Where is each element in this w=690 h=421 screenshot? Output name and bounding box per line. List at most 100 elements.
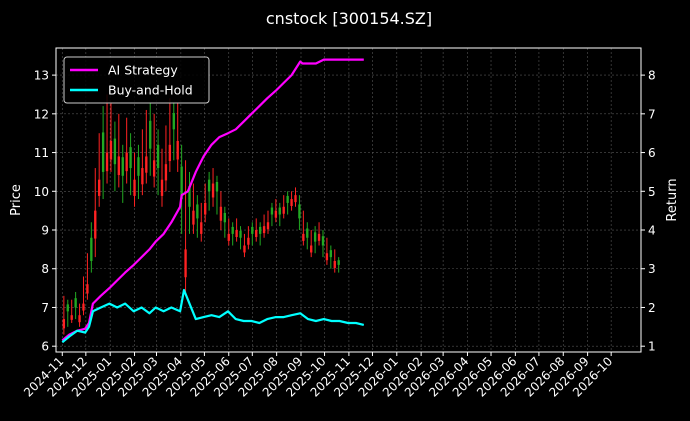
- candle-body: [211, 183, 215, 198]
- candle-body: [207, 179, 211, 192]
- candle-body: [137, 157, 140, 176]
- candle-body: [66, 304, 69, 312]
- y-axis-left: 6 7 8 9 10 11 12 13: [34, 69, 56, 354]
- y-right-tick-label: 7: [648, 107, 656, 121]
- y-right-tick-label: 8: [648, 69, 656, 83]
- y-left-tick-label: 8: [41, 262, 49, 276]
- candle-body: [101, 132, 105, 172]
- candle-body: [239, 230, 242, 238]
- y-left-tick-label: 6: [41, 340, 49, 354]
- candle-body: [270, 207, 274, 215]
- candle-body: [117, 156, 120, 176]
- candle-body: [141, 168, 144, 185]
- candle-body: [133, 179, 136, 196]
- y-right-tick-label: 6: [648, 146, 656, 160]
- candle-body: [243, 245, 246, 253]
- candle-body: [70, 315, 73, 320]
- ai-strategy-line: [61, 58, 364, 342]
- candle-body: [298, 204, 301, 219]
- candle-body: [333, 260, 336, 268]
- candle-body: [164, 164, 168, 181]
- y-axis-left-title: Price: [9, 184, 24, 216]
- candle-body: [200, 222, 203, 234]
- y-right-tick-label: 2: [648, 301, 656, 315]
- candle-body: [325, 253, 329, 261]
- candle-body: [109, 140, 113, 160]
- candle-body: [125, 152, 128, 172]
- candle-body: [290, 199, 293, 207]
- candle-body: [247, 237, 250, 245]
- candle-body: [86, 284, 89, 294]
- candle-body: [306, 228, 309, 238]
- candlestick-series: [62, 94, 340, 335]
- candle-body: [255, 230, 258, 237]
- y-left-tick-label: 7: [41, 301, 49, 315]
- buy-and-hold-line: [61, 288, 365, 344]
- candle-body: [286, 195, 289, 203]
- candle-body: [235, 230, 238, 237]
- line-series: [61, 58, 365, 344]
- candle-body: [317, 233, 321, 241]
- candle-body: [251, 226, 254, 234]
- candle-body: [160, 179, 164, 196]
- candle-body: [82, 303, 85, 311]
- y-right-tick-label: 1: [648, 340, 656, 354]
- candle-body: [145, 156, 148, 173]
- candle-body: [313, 232, 317, 242]
- candle-body: [192, 210, 195, 225]
- candle-body: [302, 233, 305, 241]
- candle-body: [258, 226, 262, 234]
- candle-body: [105, 152, 109, 172]
- candle-body: [168, 144, 172, 162]
- candle-body: [121, 157, 124, 176]
- legend-label-buy-and-hold: Buy-and-Hold: [108, 83, 193, 98]
- candle-body: [274, 210, 278, 218]
- candle-body: [152, 160, 156, 177]
- legend: AI Strategy Buy-and-Hold: [63, 56, 210, 104]
- candle-body: [310, 245, 313, 253]
- y-left-tick-label: 9: [41, 224, 49, 238]
- candle-body: [180, 166, 183, 200]
- candle-body: [266, 222, 270, 230]
- candle-body: [294, 195, 297, 203]
- candle-body: [78, 315, 81, 323]
- y-left-tick-label: 12: [34, 107, 49, 121]
- candle-body: [129, 147, 132, 169]
- candle-body: [156, 144, 160, 169]
- y-left-tick-label: 13: [34, 69, 49, 83]
- candle-body: [219, 206, 223, 221]
- candle-body: [188, 185, 191, 207]
- y-axis-right-title: Return: [665, 178, 680, 221]
- legend-label-ai-strategy: AI Strategy: [108, 63, 178, 78]
- y-right-tick-label: 4: [648, 224, 656, 238]
- candle-body: [149, 120, 152, 149]
- candle-body: [227, 233, 230, 241]
- candle-body: [113, 138, 117, 165]
- candle-body: [262, 226, 266, 234]
- chart-title: cnstock [300154.SZ]: [266, 9, 432, 28]
- candle-body: [90, 237, 93, 261]
- candle-body: [215, 181, 219, 192]
- candle-body: [176, 140, 179, 160]
- y-axis-right: 1 2 3 4 5 6 7 8: [641, 69, 656, 354]
- candle-body: [337, 260, 340, 265]
- candle-body: [196, 204, 199, 219]
- candle-body: [278, 207, 281, 215]
- candle-body: [184, 249, 187, 278]
- candle-body: [329, 250, 333, 258]
- legend-box: [63, 56, 210, 104]
- candle-body: [94, 210, 97, 239]
- candle-body: [321, 236, 325, 246]
- candle-body: [62, 319, 66, 329]
- y-right-tick-label: 3: [648, 262, 656, 276]
- y-left-tick-label: 10: [34, 185, 49, 199]
- candle-body: [98, 179, 101, 196]
- candle-body: [231, 226, 234, 234]
- candle-body: [223, 212, 227, 223]
- y-right-tick-label: 5: [648, 185, 656, 199]
- candle-body: [74, 298, 77, 308]
- candle-body: [282, 206, 285, 214]
- candle-body: [204, 202, 207, 215]
- candle-body: [172, 113, 175, 130]
